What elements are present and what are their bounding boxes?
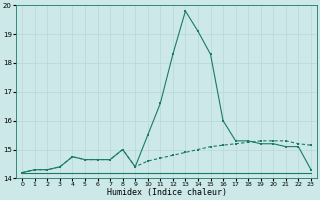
X-axis label: Humidex (Indice chaleur): Humidex (Indice chaleur) <box>107 188 227 197</box>
